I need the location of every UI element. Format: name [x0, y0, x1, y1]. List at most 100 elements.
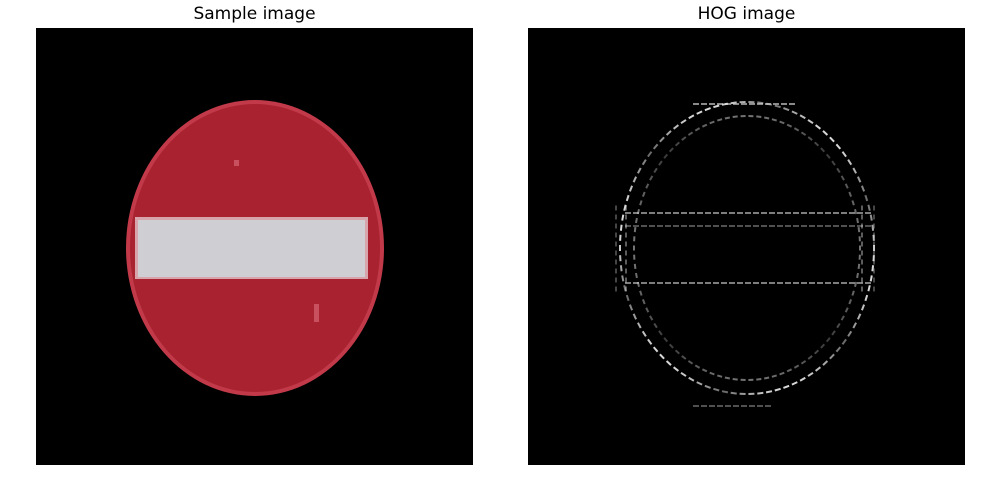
hog-stroke — [652, 143, 659, 150]
hog-stroke — [649, 175, 654, 181]
hog-stroke — [871, 265, 875, 272]
hog-stroke — [831, 330, 836, 336]
hog-stroke — [822, 360, 829, 366]
hog-stroke — [867, 204, 871, 211]
hog-stroke — [854, 281, 858, 288]
hog-stroke — [632, 176, 638, 183]
hog-stroke — [681, 136, 687, 141]
hog-stroke — [856, 176, 862, 183]
hog-stroke — [639, 200, 643, 206]
hog-stroke — [871, 224, 875, 231]
hog-background — [528, 28, 965, 465]
hog-stroke — [783, 384, 790, 389]
hog-stroke — [840, 175, 845, 181]
hog-stroke — [844, 183, 849, 189]
hog-stroke — [786, 368, 793, 373]
hog-stroke — [822, 130, 829, 136]
hog-stroke — [665, 130, 672, 136]
hog-stroke — [687, 131, 694, 136]
hog-stroke — [851, 200, 855, 206]
hog-image-panel — [528, 28, 965, 465]
hog-stroke — [829, 136, 835, 143]
hog-stroke — [847, 159, 853, 166]
hog-stroke — [645, 183, 650, 189]
hog-stroke — [628, 185, 634, 192]
hog-stroke — [674, 349, 680, 355]
hog-stroke — [779, 371, 785, 376]
hog-stroke — [653, 322, 658, 329]
hog-stroke — [732, 378, 738, 381]
hog-stroke — [619, 265, 623, 272]
hog-stroke — [641, 330, 647, 337]
hog-stroke — [854, 208, 858, 215]
hog-stroke — [621, 214, 625, 221]
hog-stroke — [724, 116, 730, 120]
sign-speck — [234, 160, 239, 166]
hog-stroke — [841, 338, 847, 345]
hog-stroke — [864, 294, 869, 302]
hog-stroke — [635, 272, 638, 279]
hog-stroke — [674, 141, 680, 147]
hog-stroke — [799, 376, 806, 382]
hog-stroke — [771, 374, 777, 378]
hog-image-title: HOG image — [697, 4, 796, 24]
hog-stroke — [835, 143, 842, 150]
hog-stroke — [724, 376, 730, 380]
hog-stroke — [820, 343, 826, 349]
hog-stroke — [852, 167, 857, 174]
hog-stroke — [852, 322, 857, 329]
hog-gradient-visualization — [528, 28, 965, 465]
hog-stroke — [867, 285, 871, 292]
hog-stroke — [672, 124, 680, 130]
hog-stroke — [688, 376, 695, 382]
hog-stroke — [633, 226, 637, 233]
sample-image-panel — [36, 28, 473, 465]
hog-stroke — [757, 391, 764, 395]
hog-stroke — [791, 381, 798, 386]
hog-stroke — [641, 159, 647, 166]
hog-stroke — [672, 366, 680, 372]
hog-stroke — [856, 217, 859, 224]
hog-stroke — [844, 307, 849, 313]
hog-stroke — [687, 360, 694, 365]
hog-stroke — [632, 313, 638, 320]
hog-stroke — [637, 167, 642, 174]
hog-stroke — [701, 123, 708, 128]
sample-image-title: Sample image — [193, 4, 316, 24]
hog-stroke — [848, 191, 853, 197]
hog-stroke — [659, 136, 665, 143]
hog-stroke — [825, 153, 831, 159]
hog-stroke — [663, 153, 669, 159]
hog-stroke — [717, 374, 723, 378]
hog-stroke — [681, 355, 687, 360]
hog-stroke — [668, 343, 674, 349]
hog-stroke — [800, 360, 807, 365]
sign-bar — [138, 220, 365, 277]
hog-stroke — [825, 337, 831, 343]
hog-stroke — [732, 115, 738, 118]
hog-stroke — [793, 364, 800, 369]
hog-stroke — [779, 120, 785, 125]
hog-stroke — [857, 226, 861, 233]
hog-stroke — [680, 119, 687, 125]
hog-stroke — [628, 304, 634, 311]
hog-stroke — [814, 141, 820, 147]
hog-stroke — [653, 167, 658, 174]
hog-stroke — [696, 381, 703, 386]
hog-stroke — [774, 387, 781, 392]
hog-stroke — [623, 285, 627, 292]
hog-stroke — [807, 371, 814, 377]
sign-speck — [314, 304, 319, 322]
hog-stroke — [717, 118, 723, 122]
hog-stroke — [721, 390, 729, 394]
hog-stroke — [836, 322, 841, 329]
hog-stroke — [641, 191, 646, 197]
hog-stroke — [835, 346, 842, 353]
hog-stroke — [633, 263, 637, 270]
hog-stroke — [841, 151, 847, 158]
hog-stroke — [704, 107, 711, 112]
hog-stroke — [864, 194, 869, 202]
hog-stroke — [869, 275, 873, 282]
hog-stroke — [619, 224, 623, 231]
hog-stroke — [621, 275, 625, 282]
